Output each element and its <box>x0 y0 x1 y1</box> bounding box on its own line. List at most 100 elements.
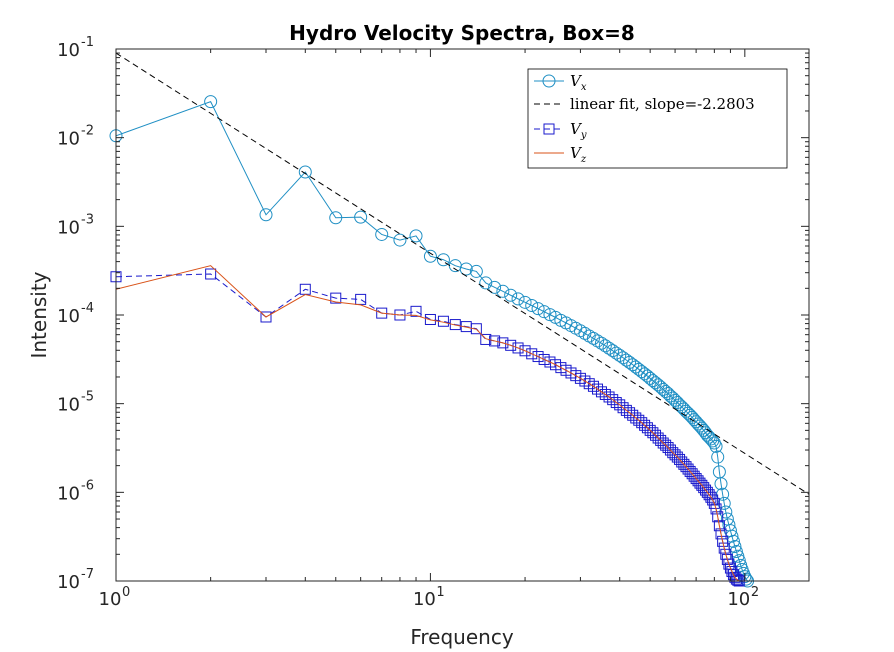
data-point-0-54 <box>656 382 670 396</box>
data-point-0-84 <box>716 487 730 501</box>
data-point-2-82 <box>713 520 725 532</box>
data-point-2-36 <box>603 391 615 403</box>
data-point-0-9 <box>423 249 437 263</box>
data-point-2-93 <box>730 573 742 585</box>
data-point-2-81 <box>712 511 724 523</box>
data-point-2-17 <box>505 339 517 351</box>
data-point-2-16 <box>497 337 509 349</box>
data-point-2-89 <box>724 562 736 574</box>
data-point-0-5 <box>354 210 368 224</box>
data-point-0-39 <box>613 348 627 362</box>
data-point-2-19 <box>519 345 531 357</box>
data-point-2-1 <box>205 268 217 280</box>
data-point-2-79 <box>708 497 720 509</box>
data-point-0-4 <box>329 211 343 225</box>
data-point-0-33 <box>591 334 605 348</box>
data-point-0-73 <box>697 423 711 437</box>
series-line-1 <box>115 52 810 495</box>
data-point-0-1 <box>204 95 218 109</box>
x-tick-label-0: 10 <box>99 589 122 610</box>
data-point-0-6 <box>375 227 389 241</box>
data-point-0-36 <box>602 341 616 355</box>
data-point-2-14 <box>480 333 492 345</box>
data-point-2-78 <box>707 494 719 506</box>
series-layer <box>109 52 810 588</box>
data-point-0-15 <box>488 280 502 294</box>
data-point-0-38 <box>609 346 623 360</box>
y-tick-exponent-0: -7 <box>81 567 94 582</box>
legend-marker-2 <box>543 123 555 135</box>
data-point-0-32 <box>586 331 600 345</box>
legend-box <box>527 68 788 169</box>
y-tick-label-0: 10 <box>57 572 80 593</box>
data-point-0-52 <box>651 378 665 392</box>
data-point-0-14 <box>479 276 493 290</box>
data-point-2-6 <box>376 307 388 319</box>
data-point-2-8 <box>410 305 422 317</box>
data-point-0-7 <box>393 233 407 247</box>
data-point-2-9 <box>424 313 436 325</box>
data-point-2-23 <box>544 356 556 368</box>
data-point-0-16 <box>496 284 510 298</box>
series-3 <box>115 265 740 582</box>
y-tick-label-6: 10 <box>57 40 80 61</box>
data-point-0-20 <box>525 298 539 312</box>
data-point-0-19 <box>518 295 532 309</box>
data-point-2-92 <box>729 571 741 583</box>
y-axis-label: Intensity <box>27 271 51 358</box>
data-point-2-2 <box>260 311 272 323</box>
series-line-0 <box>115 100 748 582</box>
series-1 <box>115 52 810 495</box>
x-tick-exponent-1: 1 <box>436 585 444 600</box>
data-point-0-83 <box>714 477 728 491</box>
data-point-0-59 <box>668 393 682 407</box>
data-point-0-8 <box>409 229 423 243</box>
data-point-2-11 <box>449 319 461 331</box>
axes-layer: 10 0 10 1 10 210 -710 -610 -510 -410 -310 -210 -1 <box>57 35 810 610</box>
y-tick-exponent-3: -4 <box>81 301 94 316</box>
legend-subscript-0: x <box>581 82 587 93</box>
data-point-2-90 <box>726 565 738 577</box>
legend-marker-0 <box>542 74 556 88</box>
data-point-2-22 <box>538 353 550 365</box>
data-point-2-18 <box>512 342 524 354</box>
data-point-0-81 <box>711 450 725 464</box>
data-point-0-10 <box>436 253 450 267</box>
data-point-0-37 <box>606 344 620 358</box>
data-point-0-35 <box>598 339 612 353</box>
data-point-0-53 <box>654 380 668 394</box>
data-point-2-20 <box>526 348 538 360</box>
data-point-0-3 <box>298 165 312 179</box>
data-point-2-94 <box>732 574 744 586</box>
data-point-2-39 <box>614 399 626 411</box>
data-point-0-60 <box>670 396 684 410</box>
y-tick-exponent-5: -2 <box>81 124 94 139</box>
chart-title: Hydro Velocity Spectra, Box=8 <box>289 21 635 45</box>
legend-label-1: linear fit, slope=-2.2803 <box>570 95 755 113</box>
y-tick-exponent-1: -6 <box>81 478 94 493</box>
y-tick-exponent-2: -5 <box>81 390 94 405</box>
data-point-0-80 <box>709 439 723 453</box>
y-tick-label-4: 10 <box>57 217 80 238</box>
data-point-2-4 <box>330 292 342 304</box>
x-axis-label: Frequency <box>410 625 513 649</box>
data-point-0-18 <box>511 292 525 306</box>
data-point-0-34 <box>594 336 608 350</box>
data-point-2-84 <box>717 535 729 547</box>
data-point-0-77 <box>704 432 718 446</box>
data-point-0-95 <box>732 554 746 568</box>
data-point-2-5 <box>355 293 367 305</box>
x-tick-exponent-0: 0 <box>122 585 130 600</box>
data-point-0-13 <box>469 264 483 278</box>
series-0 <box>109 95 755 588</box>
data-point-2-85 <box>718 542 730 554</box>
series-line-3 <box>115 265 740 582</box>
legend-entry-1: linear fit, slope=-2.2803 <box>534 95 755 113</box>
data-point-0-51 <box>649 376 663 390</box>
y-tick-exponent-6: -1 <box>81 35 94 50</box>
x-tick-label-1: 10 <box>413 589 436 610</box>
y-tick-label-5: 10 <box>57 129 80 150</box>
data-point-2-32 <box>587 380 599 392</box>
data-point-0-56 <box>661 387 675 401</box>
